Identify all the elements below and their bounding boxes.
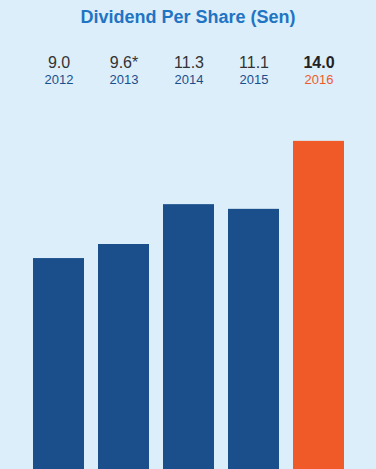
svg-text:11.3: 11.3 xyxy=(174,54,204,71)
svg-text:2014: 2014 xyxy=(175,72,204,87)
svg-text:2015: 2015 xyxy=(240,72,269,87)
svg-text:2016: 2016 xyxy=(305,72,334,87)
svg-text:11.1: 11.1 xyxy=(239,54,269,71)
svg-text:9.6*: 9.6* xyxy=(110,54,138,71)
svg-text:2013: 2013 xyxy=(110,72,139,87)
svg-text:9.0: 9.0 xyxy=(48,54,70,71)
svg-text:2012: 2012 xyxy=(45,72,74,87)
html-text:Dividend Per Share (Sen): Dividend Per Share (Sen) xyxy=(80,7,296,27)
svg-text:14.0: 14.0 xyxy=(303,54,334,71)
